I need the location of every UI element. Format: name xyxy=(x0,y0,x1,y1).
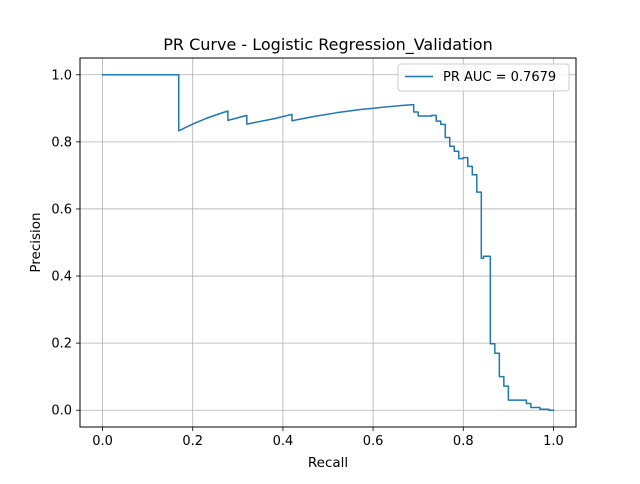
x-axis-label: Recall xyxy=(308,455,348,471)
x-tick-label: 0.6 xyxy=(363,434,384,449)
x-tick-label: 0.8 xyxy=(453,434,474,449)
x-tick-label: 1.0 xyxy=(543,434,564,449)
y-axis-label: Precision xyxy=(28,212,44,272)
plot-area: 0.0 0.2 0.4 0.6 0.8 1.0 0.0 0.2 0.4 0.6 0.8 1.0 xyxy=(51,57,577,449)
y-tick-label: 0.6 xyxy=(51,202,72,217)
y-tick-label: 1.0 xyxy=(51,68,72,83)
x-tick-label: 0.4 xyxy=(273,434,294,449)
series-line xyxy=(101,74,555,411)
y-tick-label: 0.8 xyxy=(51,135,72,150)
y-tick-label: 0.4 xyxy=(51,270,72,285)
x-tick-label: 0.2 xyxy=(182,434,203,449)
grid xyxy=(80,58,576,427)
ticks: 0.0 0.2 0.4 0.6 0.8 1.0 0.0 0.2 0.4 0.6 0.8 1.0 xyxy=(51,68,563,449)
legend: PR AUC = 0.7679 xyxy=(397,63,570,92)
plot-frame xyxy=(79,57,577,428)
legend-entry-label: PR AUC = 0.7679 xyxy=(443,70,556,85)
y-tick-label: 0.0 xyxy=(51,404,72,419)
x-tick-label: 0.0 xyxy=(92,434,113,449)
y-tick-label: 0.2 xyxy=(51,337,72,352)
plot-background xyxy=(80,58,576,427)
chart-title: PR Curve - Logistic Regression_Validatio… xyxy=(163,35,492,55)
series-layer xyxy=(101,74,555,411)
legend-box xyxy=(397,63,570,92)
